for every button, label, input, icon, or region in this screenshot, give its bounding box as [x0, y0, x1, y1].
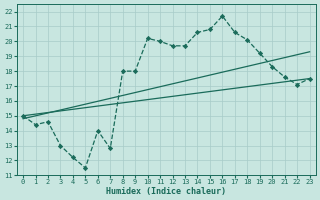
X-axis label: Humidex (Indice chaleur): Humidex (Indice chaleur) — [106, 187, 226, 196]
